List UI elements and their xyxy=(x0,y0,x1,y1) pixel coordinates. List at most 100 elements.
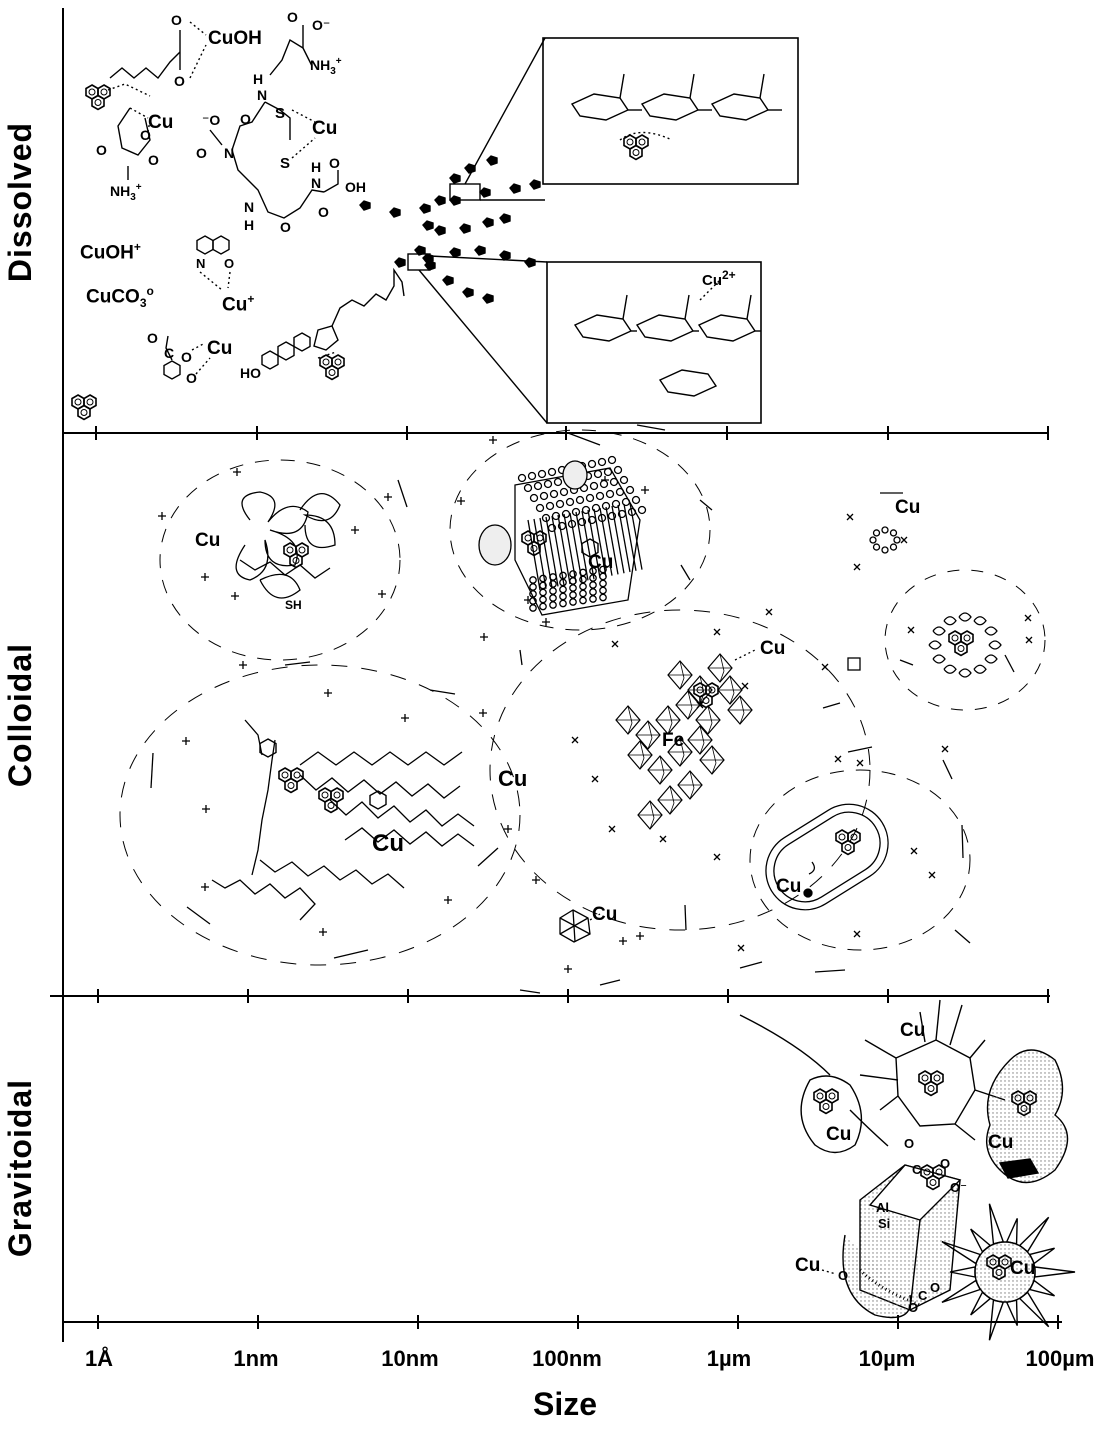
label-cu-clay: Cu xyxy=(588,552,614,573)
svg-text:O: O xyxy=(224,256,234,271)
sugar-unit xyxy=(486,155,498,166)
sugar-unit xyxy=(419,203,431,214)
dissolved-molecules: O O O O⁻ NH3+ H N O S S ⁻O O N N H O H N… xyxy=(71,9,799,424)
svg-text:H: H xyxy=(311,159,321,175)
label-cu-bacterium: Cu xyxy=(776,876,802,897)
tick-label: 1nm xyxy=(233,1346,279,1371)
label-cu-grav-5: Cu xyxy=(1010,1258,1036,1279)
svg-text:OH: OH xyxy=(345,179,366,195)
band-label-gravitoidal: Gravitoidal xyxy=(2,1078,38,1258)
tick-marks xyxy=(95,426,1059,1329)
tick-label: 1µm xyxy=(706,1346,752,1371)
band-boundaries xyxy=(50,432,1062,1323)
svg-text:O: O xyxy=(240,111,251,127)
diatom-spines xyxy=(859,999,1006,1141)
tick-label: 10nm xyxy=(381,1346,439,1371)
label-al: Al xyxy=(876,1200,889,1215)
humic-polymer xyxy=(211,719,475,921)
label-cu-plus: Cu+ xyxy=(222,292,255,316)
sugar-unit xyxy=(499,213,511,224)
svg-text:O: O xyxy=(174,73,185,89)
sugar-unit xyxy=(482,293,494,304)
colloidal-structures xyxy=(119,424,1046,994)
svg-text:O: O xyxy=(329,155,340,171)
svg-text:N: N xyxy=(257,87,267,103)
label-cu-grav-2: Cu xyxy=(826,1124,852,1145)
sugar-unit xyxy=(479,187,491,198)
svg-text:C: C xyxy=(912,1162,922,1177)
label-cu-humic-1: Cu xyxy=(498,766,528,791)
svg-text:O: O xyxy=(904,1136,914,1151)
cellulose-inset-top xyxy=(570,73,782,161)
cellulose-inset-bottom xyxy=(573,279,761,397)
sugar-unit xyxy=(394,257,406,268)
svg-text:O: O xyxy=(96,142,107,158)
svg-text:O: O xyxy=(930,1280,940,1295)
svg-text:N: N xyxy=(196,256,205,271)
sugar-unit xyxy=(449,247,461,258)
label-cu-virus: Cu xyxy=(592,904,618,925)
label-cu-grav-1: Cu xyxy=(900,1020,926,1041)
axis-title-size: Size xyxy=(532,1386,598,1422)
label-cu-colloid-left: Cu xyxy=(195,530,221,551)
gravitoidal-particles: O C O O⁻ C O O O xyxy=(739,999,1076,1341)
band-label-dissolved: Dissolved xyxy=(2,121,38,283)
svg-text:O: O xyxy=(147,330,158,346)
label-si: Si xyxy=(878,1216,891,1231)
svg-text:N: N xyxy=(311,175,321,191)
label-cu-fe: Cu xyxy=(760,638,786,659)
svg-text:O: O xyxy=(148,152,159,168)
label-cu-humic-2: Cu xyxy=(372,830,404,857)
label-fe: Fe xyxy=(662,730,685,751)
svg-text:O: O xyxy=(838,1268,848,1283)
sugar-unit xyxy=(449,173,461,184)
label-cu-1: Cu xyxy=(148,112,174,133)
sugar-unit xyxy=(499,250,511,261)
sugar-unit xyxy=(474,245,486,256)
sugar-unit xyxy=(434,225,446,236)
label-cuco3: CuCO3o xyxy=(86,284,154,311)
sugar-unit xyxy=(442,275,454,286)
svg-text:H: H xyxy=(253,71,263,87)
band-label-colloidal: Colloidal xyxy=(2,642,38,788)
svg-text:NH3+: NH3+ xyxy=(110,182,142,203)
svg-text:O⁻: O⁻ xyxy=(312,17,330,33)
label-cuoh-top: CuOH xyxy=(208,28,262,49)
svg-text:N: N xyxy=(244,199,254,215)
tick-label: 1Å xyxy=(84,1346,114,1371)
svg-text:O: O xyxy=(140,127,151,143)
tick-label: 10µm xyxy=(858,1346,916,1371)
sugar-unit xyxy=(462,287,474,298)
svg-text:C: C xyxy=(164,345,174,361)
svg-text:O: O xyxy=(280,219,291,235)
svg-text:O: O xyxy=(196,145,207,161)
svg-text:HO: HO xyxy=(240,365,261,381)
sugar-unit xyxy=(434,195,446,206)
humic-molecule xyxy=(235,491,341,599)
organic-rosettes xyxy=(847,526,1002,678)
label-cu-2: Cu xyxy=(312,118,338,139)
svg-text:NH3+: NH3+ xyxy=(310,56,342,77)
svg-text:O: O xyxy=(171,12,182,28)
svg-text:⁻O: ⁻O xyxy=(202,112,220,128)
virus-particle xyxy=(559,909,601,943)
polysaccharide-chains xyxy=(359,155,541,304)
sugar-unit xyxy=(509,183,521,194)
svg-text:O: O xyxy=(908,1300,918,1315)
svg-text:O⁻: O⁻ xyxy=(950,1180,967,1195)
ion-scatter xyxy=(150,424,1033,994)
sugar-unit xyxy=(459,223,471,234)
label-sh: SH xyxy=(285,598,302,612)
label-cu-grav-4: Cu xyxy=(795,1255,821,1276)
svg-text:O: O xyxy=(318,204,329,220)
label-cu-top-right: Cu xyxy=(895,497,921,518)
tick-label: 100nm xyxy=(532,1346,602,1371)
svg-text:S: S xyxy=(280,155,290,172)
svg-text:O: O xyxy=(940,1156,950,1171)
svg-text:N: N xyxy=(224,145,234,161)
sugar-unit xyxy=(422,220,434,231)
tick-label: 100µm xyxy=(1025,1346,1095,1371)
sugar-unit xyxy=(529,179,541,190)
